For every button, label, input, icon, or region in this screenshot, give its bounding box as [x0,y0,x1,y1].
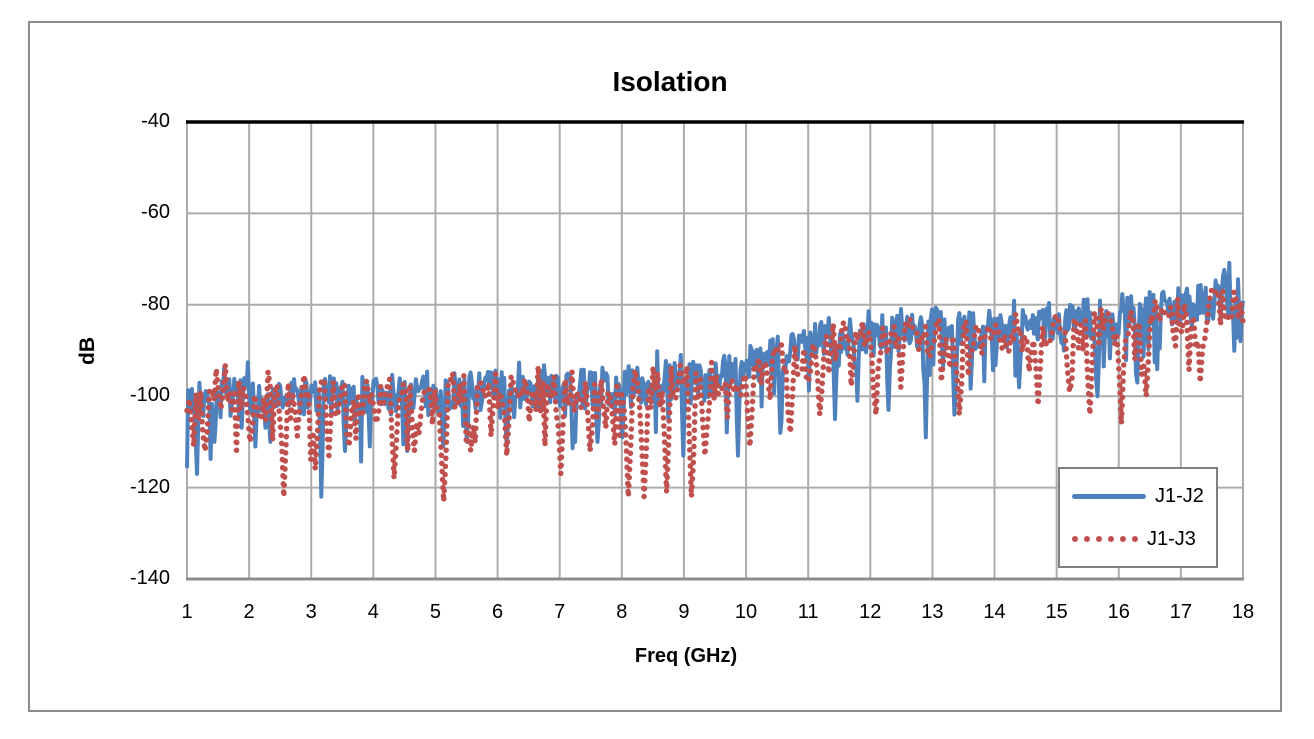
legend-label-j1-j2: J1-J2 [1155,485,1204,508]
x-tick-label-13: 13 [921,601,944,623]
x-tick-label-4: 4 [367,601,379,623]
y-tick-label--60: -60 [141,201,170,224]
x-tick-label-10: 10 [734,601,758,623]
series-line-j1-j3 [184,287,1246,505]
x-tick-label-18: 18 [1231,601,1255,623]
x-tick-label-3: 3 [305,601,317,623]
legend-label-j1-j3: J1-J3 [1147,527,1196,550]
x-tick-label-2: 2 [243,601,255,623]
x-tick-label-17: 17 [1169,601,1192,623]
y-axis-title: dB [76,337,99,365]
y-tick-label--140: -140 [129,567,170,589]
legend-solid-line-swatch [1072,493,1146,499]
y-tick-label--40: -40 [141,110,170,132]
x-tick-label-12: 12 [859,601,882,623]
x-tick-label-1: 1 [181,601,193,623]
y-tick-label--120: -120 [129,475,170,498]
legend-item-j1-j3: J1-J3 [1072,529,1216,549]
x-tick-label-11: 11 [797,601,819,623]
x-tick-label-16: 16 [1107,601,1130,623]
legend-dotted-line-swatch [1072,535,1138,542]
legend-item-j1-j2: J1-J2 [1072,486,1216,506]
y-tick-label--100: -100 [129,384,170,407]
x-axis-title: Freq (GHz) [634,645,738,667]
x-tick-label-6: 6 [492,601,504,623]
y-tick-label--80: -80 [141,292,170,315]
x-tick-label-5: 5 [429,601,442,623]
legend-box: J1-J2 J1-J3 [1058,467,1218,568]
x-tick-label-9: 9 [678,601,690,623]
x-tick-label-15: 15 [1045,601,1068,623]
x-tick-label-14: 14 [983,601,1006,623]
x-tick-label-8: 8 [616,601,628,623]
x-tick-label-7: 7 [554,601,566,623]
chart-title: Isolation [612,66,728,97]
